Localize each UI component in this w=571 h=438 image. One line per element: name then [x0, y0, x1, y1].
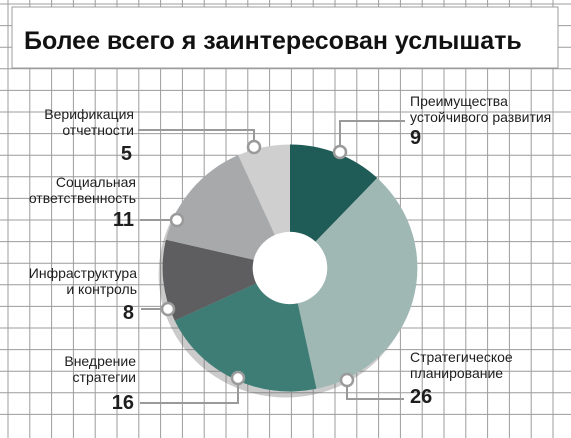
slice	[297, 177, 418, 389]
leader-dot	[246, 139, 262, 155]
slice-label-text: Инфраструктура	[29, 265, 137, 281]
slice-value: 26	[410, 386, 432, 408]
title-banner: Более всего я заинтересован услышать	[11, 6, 559, 69]
slice-label-text: Верификация	[44, 106, 134, 122]
slice-label-text: Преимущества	[410, 93, 508, 109]
leader-dot	[169, 212, 185, 228]
leader-dot	[160, 301, 176, 317]
slice	[174, 283, 317, 392]
leader-line	[140, 378, 239, 404]
title-box-border	[11, 6, 559, 69]
slice-value: 16	[112, 392, 134, 414]
slice-label-text: и контроль	[66, 281, 137, 297]
slice-value: 9	[410, 127, 421, 149]
leader-line	[339, 120, 405, 152]
slice	[162, 239, 257, 321]
slice-value: 8	[123, 302, 134, 324]
slice-value: 5	[121, 143, 132, 165]
slice-label-text: Стратегическое	[410, 349, 513, 365]
slice-label-text: стратегии	[73, 369, 136, 385]
leader-dot	[230, 370, 246, 386]
slice-label-text: планирование	[410, 365, 503, 381]
slice-value: 11	[113, 209, 134, 231]
leader-dot	[332, 144, 348, 160]
chart-title: Более всего я заинтересован услышать	[24, 27, 522, 55]
slice	[165, 155, 275, 260]
slice	[238, 144, 290, 236]
leader-line	[346, 380, 404, 400]
slice-label-text: отчетности	[62, 122, 134, 138]
slice-label-text: Социальная	[56, 174, 136, 190]
leader-dot	[339, 372, 355, 388]
slice-label-text: устойчивого развития	[410, 109, 551, 125]
leader-line	[138, 129, 255, 147]
donut-slices	[158, 144, 418, 398]
title-box	[12, 7, 558, 68]
slice-label-text: Внедрение	[64, 353, 136, 369]
slice	[290, 144, 378, 242]
donut-hole	[252, 231, 328, 305]
slice-label-text: ответственность	[29, 190, 136, 206]
